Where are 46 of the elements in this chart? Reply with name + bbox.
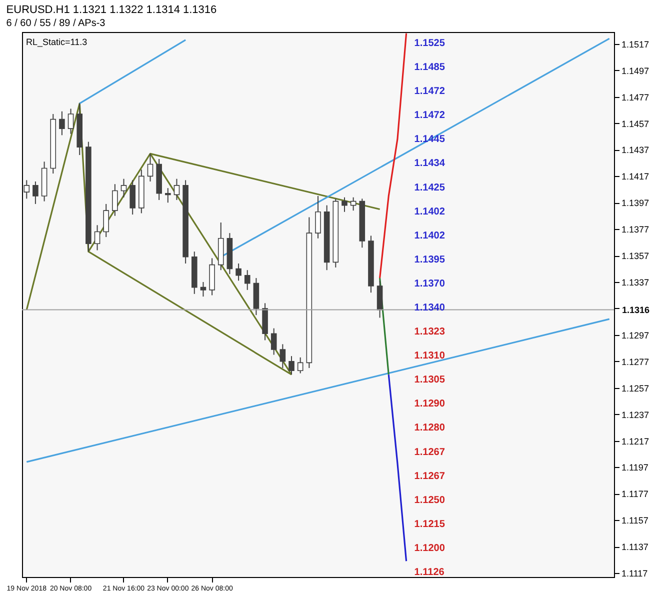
- annotation: 1.1472: [414, 86, 446, 98]
- y-tick-label: 1.1397: [622, 198, 650, 208]
- y-tick-label: 1.1337: [622, 278, 650, 288]
- annotation: 1.1340: [414, 302, 446, 314]
- y-tick-label: 1.1137: [622, 542, 648, 552]
- annotation: 1.1267: [414, 446, 446, 458]
- annotation: 1.1434: [414, 158, 446, 170]
- y-tick-label: 1.1237: [622, 410, 650, 420]
- annotation: 1.1310: [414, 350, 446, 362]
- y-tick-label: 1.1377: [622, 224, 650, 235]
- y-tick-label: 1.1497: [622, 66, 650, 76]
- y-tick-label: 1.1257: [622, 383, 650, 394]
- y-tick-label: 1.1477: [622, 92, 650, 102]
- annotation: 1.1267: [414, 470, 446, 482]
- annotation: 1.1200: [414, 542, 446, 554]
- annotation: 1.1280: [414, 422, 446, 434]
- annotation: 1.1395: [414, 254, 446, 266]
- annotation: 1.1323: [414, 326, 446, 338]
- y-tick-label: 1.1297: [622, 330, 650, 340]
- chart-subtitle: 6 / 60 / 55 / 89 / APs-3: [6, 18, 106, 29]
- y-tick-label: 1.1457: [622, 118, 650, 129]
- ref-line-label: 1.1316: [622, 304, 650, 315]
- annotation: 1.1215: [414, 518, 446, 530]
- annotation: 1.1370: [414, 278, 446, 290]
- y-tick-label: 1.1177: [622, 489, 648, 500]
- y-tick-label: 1.1417: [622, 172, 650, 182]
- annotation: 1.1472: [414, 110, 446, 122]
- annotation: 1.1425: [414, 182, 446, 194]
- y-tick-label: 1.1437: [622, 145, 650, 156]
- chart-title: EURUSD.H1 1.1321 1.1322 1.1314 1.1316: [6, 4, 217, 16]
- annotation: 1.1402: [414, 206, 446, 218]
- annotation: 1.1126: [414, 567, 445, 578]
- y-tick-label: 1.1197: [622, 462, 648, 473]
- annotation: RL_Static=11.3: [26, 37, 88, 47]
- y-tick-label: 1.1117: [622, 568, 648, 579]
- y-tick-label: 1.1217: [622, 436, 650, 446]
- annotation: 1.1290: [414, 398, 446, 410]
- annotation: 1.1525: [414, 38, 446, 49]
- y-tick-label: 1.1157: [622, 516, 648, 526]
- annotation: 1.1305: [414, 374, 446, 386]
- annotation: 1.1402: [414, 230, 446, 242]
- y-tick-label: 1.1357: [622, 251, 650, 262]
- y-tick-label: 1.1277: [622, 356, 650, 367]
- annotation: 1.1485: [414, 62, 446, 74]
- annotation: 1.1250: [414, 494, 446, 506]
- y-tick-label: 1.1517: [622, 39, 650, 50]
